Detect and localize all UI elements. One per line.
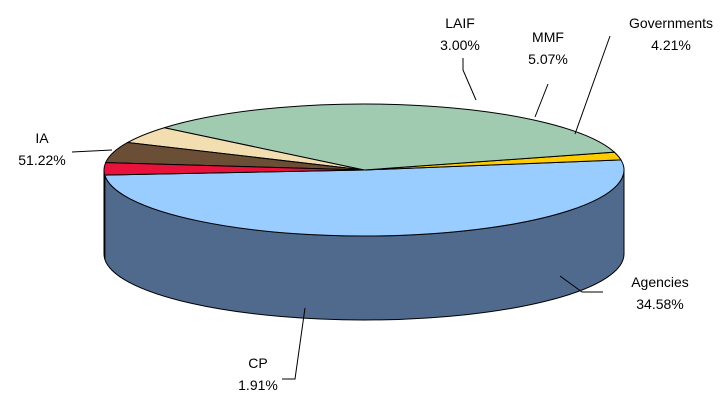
label-mmf-value: 5.07% (528, 51, 568, 67)
leader-line-ia (71, 149, 113, 153)
label-governments-value: 4.21% (651, 37, 691, 53)
label-leader-lines (71, 35, 611, 380)
slice-agencies (164, 103, 616, 171)
slice-ia (104, 159, 625, 237)
label-laif-value: 3.00% (440, 37, 480, 53)
slice-labels: IA 51.22% CP 1.91% Agencies 34.58% Gover… (18, 15, 713, 393)
label-ia-name: IA (35, 130, 49, 146)
label-laif-name: LAIF (445, 15, 475, 31)
leader-line-laif (462, 58, 477, 101)
leader-line-agencies (559, 275, 603, 293)
label-agencies-value: 34.58% (636, 296, 683, 312)
slice-side-laif (103, 169, 106, 260)
leader-line-mmf (534, 83, 549, 118)
label-governments-name: Governments (629, 15, 713, 31)
pie-top-faces (103, 103, 625, 237)
label-cp-name: CP (248, 355, 267, 371)
label-mmf-name: MMF (532, 29, 564, 45)
label-ia-value: 51.22% (18, 152, 65, 168)
label-agencies-name: Agencies (631, 274, 689, 290)
label-cp-value: 1.91% (238, 377, 278, 393)
leader-line-governments (574, 35, 611, 135)
slice-laif (103, 162, 365, 176)
leader-line-cp (282, 307, 306, 380)
